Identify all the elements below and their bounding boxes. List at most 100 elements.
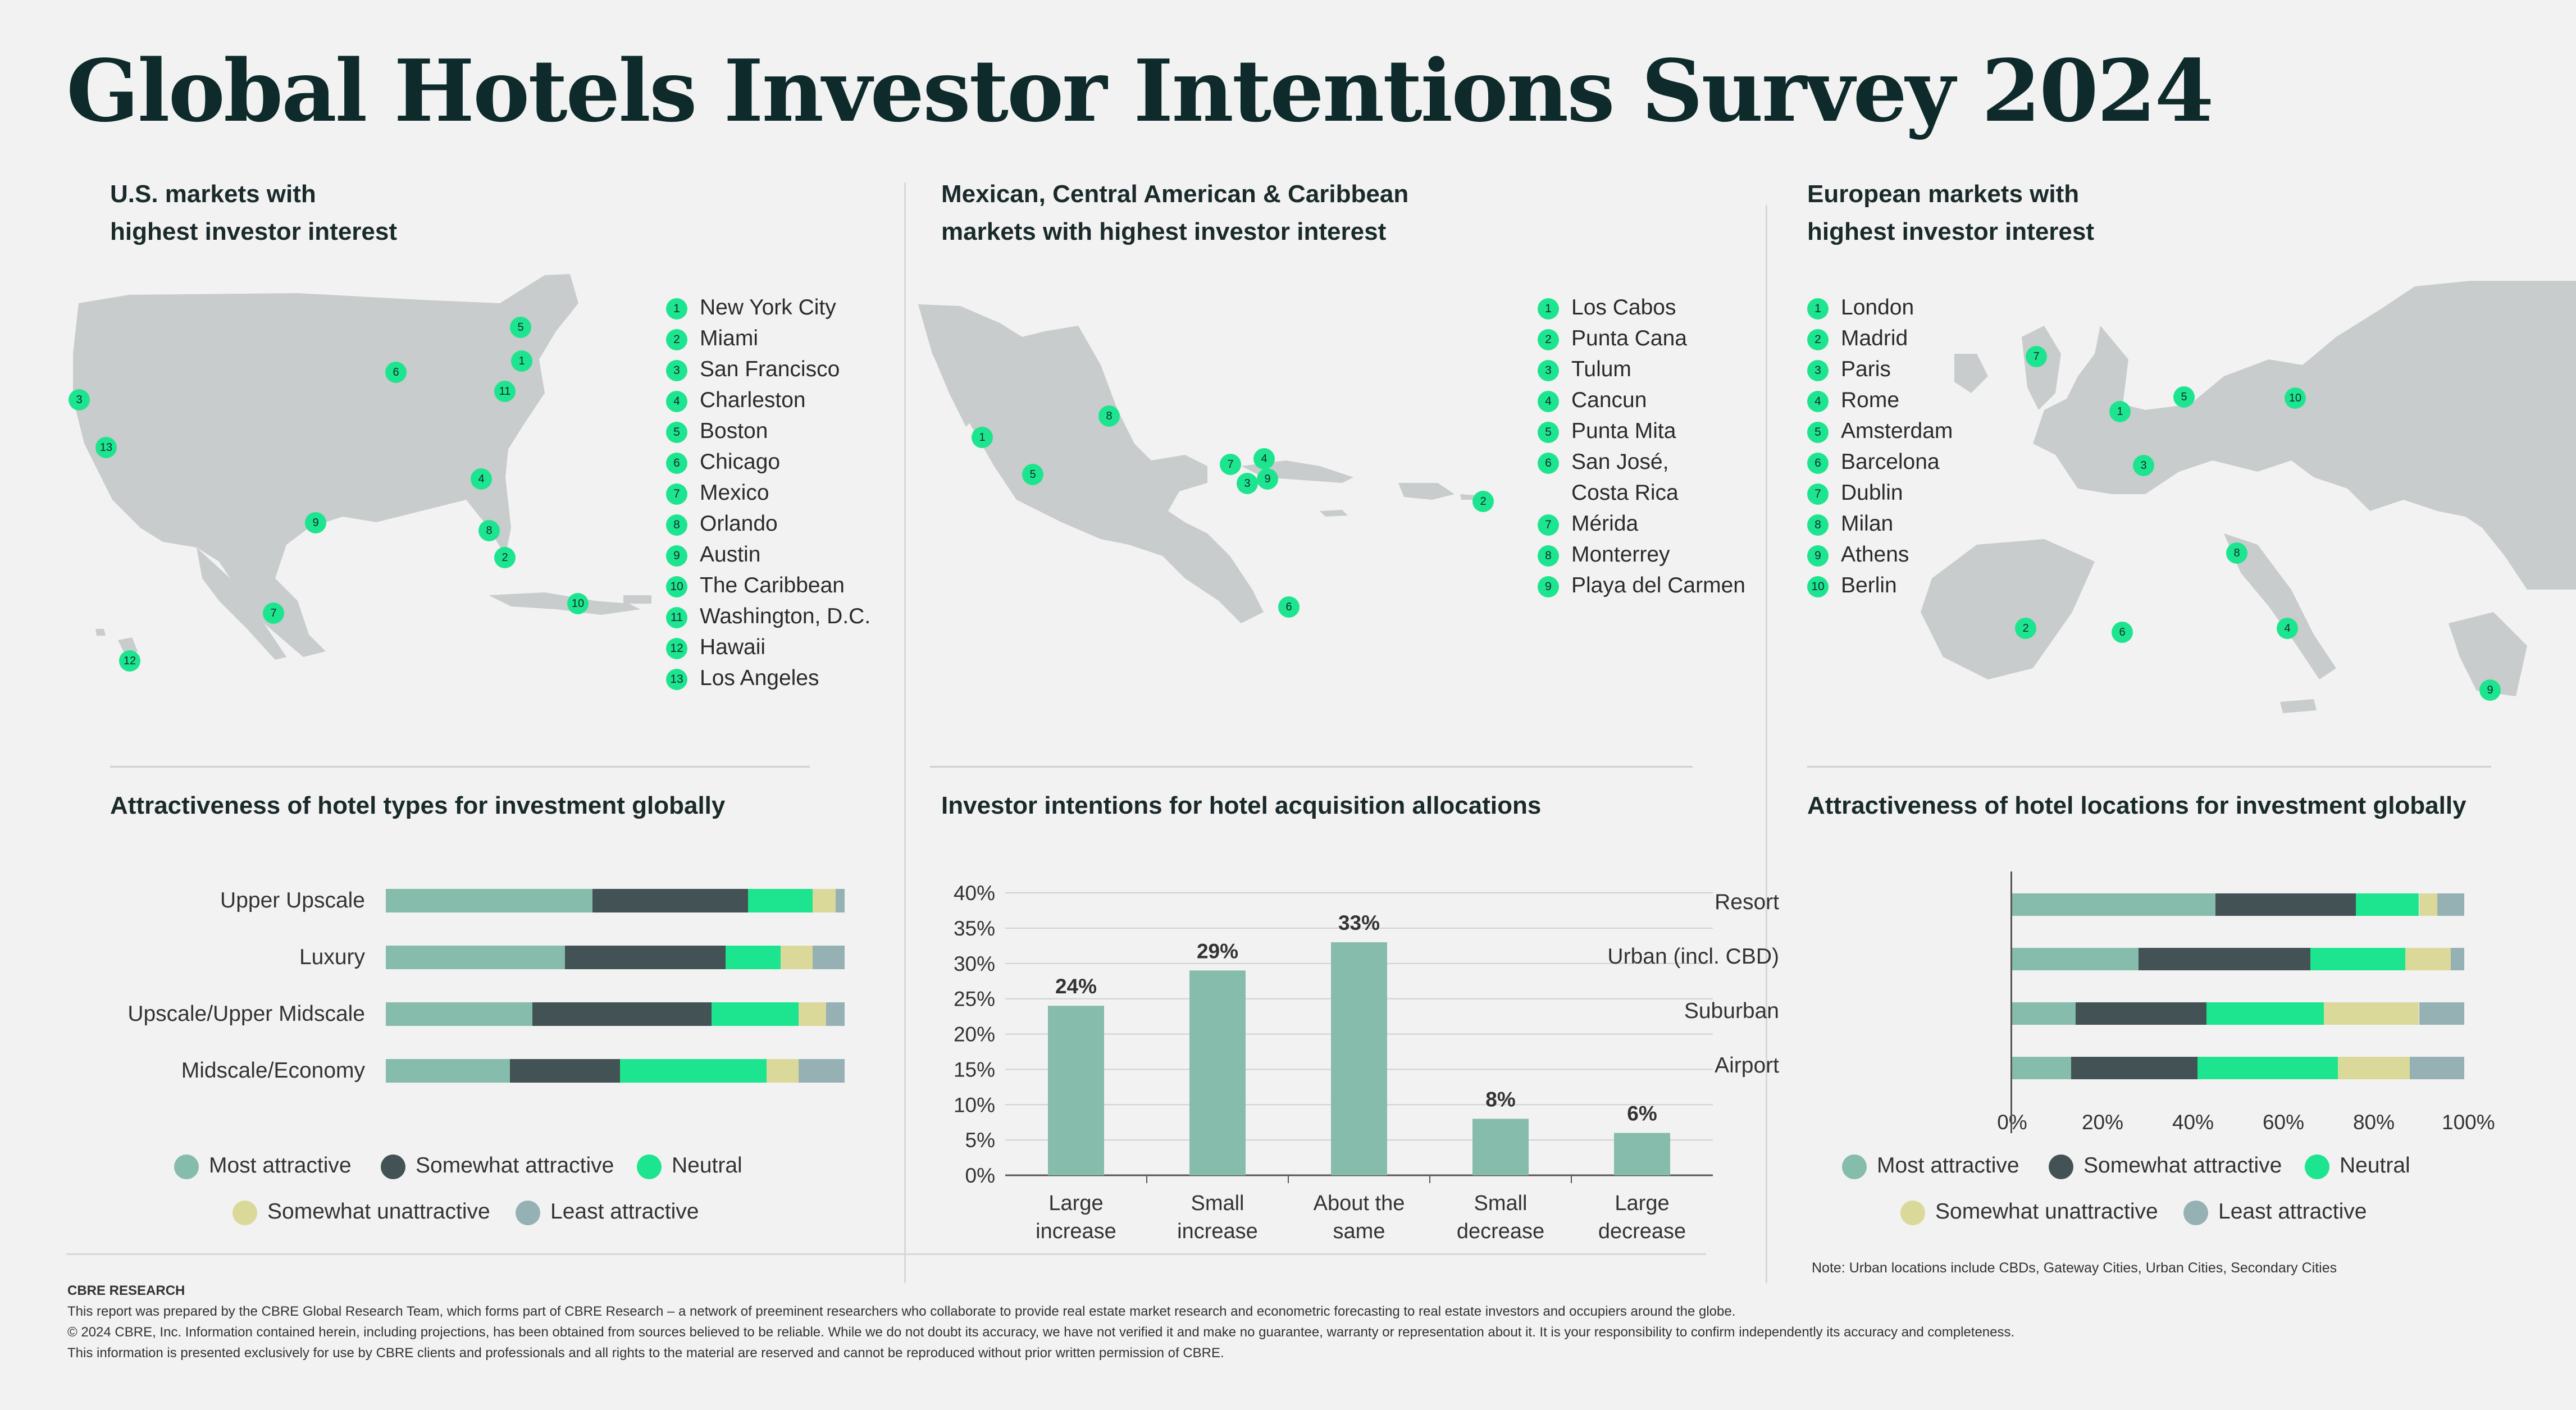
mx-marker-6: 6 <box>1278 596 1300 618</box>
y-tick-label: 30% <box>954 952 995 975</box>
bar <box>1614 1133 1670 1175</box>
chart1-category-label: Midscale/Economy <box>181 1058 365 1083</box>
eu-list-item: 9 Athens <box>1807 542 1909 567</box>
x-category-label: Small <box>1191 1192 1244 1215</box>
chart1-legend-least: Least attractive <box>516 1199 699 1225</box>
mx-heading-line1: Mexican, Central American & Caribbean <box>941 180 1409 208</box>
eu-list-item: 4 Rome <box>1807 388 1899 413</box>
us-marker-12: 12 <box>119 650 140 672</box>
mx-list-item: 2 Punta Cana <box>1538 326 1687 351</box>
eu-list-item: 10 Berlin <box>1807 573 1897 598</box>
us-list-item: 12 Hawaii <box>666 635 765 660</box>
us-list-item: 6 Chicago <box>666 450 780 474</box>
us-marker-2: 2 <box>494 547 516 568</box>
stacked-bar-segment <box>2324 1002 2419 1025</box>
mx-list-item: 4 Cancun <box>1538 388 1647 413</box>
us-list-item: 10 The Caribbean <box>666 573 845 598</box>
legend-swatch <box>2049 1154 2073 1179</box>
chart3-category-label: Suburban <box>1684 999 1779 1023</box>
y-tick-label: 0% <box>965 1164 995 1187</box>
us-list-item: 3 San Francisco <box>666 357 840 382</box>
us-list-item: 9 Austin <box>666 542 760 567</box>
eu-marker-2: 2 <box>2015 618 2036 639</box>
us-marker-3: 3 <box>69 389 90 410</box>
us-marker-9: 9 <box>305 512 326 533</box>
footer-line2: © 2024 CBRE, Inc. Information contained … <box>67 1325 2015 1340</box>
legend-swatch <box>1900 1200 1925 1225</box>
legend-swatch <box>232 1200 257 1225</box>
stacked-bar-segment <box>826 1002 845 1026</box>
bar <box>1331 942 1387 1175</box>
mx-list-item: 8 Monterrey <box>1538 542 1670 567</box>
eu-list-item: 7 Dublin <box>1807 481 1903 505</box>
chart3-title: Attractiveness of hotel locations for in… <box>1807 792 2466 819</box>
stacked-bar-segment <box>532 1002 712 1026</box>
chart3-x-tick-label: 60% <box>2262 1111 2305 1134</box>
mx-list-item: 5 Punta Mita <box>1538 419 1676 444</box>
chart2-title: Investor intentions for hotel acquisitio… <box>941 792 1542 819</box>
legend-swatch <box>1842 1154 1867 1179</box>
us-list-item: 7 Mexico <box>666 481 769 505</box>
chart1-legend-unattractive: Somewhat unattractive <box>232 1199 490 1225</box>
stacked-bar-segment <box>2337 1057 2410 1079</box>
chart3-category-label: Urban (incl. CBD) <box>1607 944 1779 969</box>
stacked-bar-segment <box>2012 1057 2071 1079</box>
column-divider-2 <box>1766 205 1767 1283</box>
mx-marker-1: 1 <box>972 427 993 448</box>
bar-value-label: 29% <box>1197 939 1238 962</box>
eu-list-item: 8 Milan <box>1807 512 1893 536</box>
bar-value-label: 8% <box>1485 1088 1515 1111</box>
chart3-x-tick-label: 80% <box>2352 1111 2395 1134</box>
eu-list-item: 3 Paris <box>1807 357 1891 382</box>
stacked-bar-segment <box>799 1002 827 1026</box>
page-title: Global Hotels Investor Intentions Survey… <box>66 40 2214 141</box>
bar <box>1472 1119 1529 1175</box>
mx-heading: Mexican, Central American & Caribbean ma… <box>941 175 1408 250</box>
mx-marker-4: 4 <box>1253 448 1275 469</box>
chart3-category-label: Airport <box>1715 1053 1779 1078</box>
chart1-legend-neutral: Neutral <box>637 1153 742 1179</box>
eu-marker-9: 9 <box>2479 679 2501 701</box>
y-tick-label: 40% <box>954 882 995 905</box>
mx-marker-2: 2 <box>1472 491 1494 512</box>
stacked-bar-segment <box>748 889 813 912</box>
stacked-bar-segment <box>2310 948 2406 970</box>
chart1-legend-somewhat: Somewhat attractive <box>381 1153 614 1179</box>
eu-list-item: 1 London <box>1807 295 1914 320</box>
us-list-item: 1 New York City <box>666 295 836 320</box>
y-tick-label: 25% <box>954 988 995 1011</box>
footer-brand: CBRE RESEARCH <box>67 1283 185 1298</box>
mx-list-item: 3 Tulum <box>1538 357 1631 382</box>
stacked-bar-segment <box>2071 1057 2198 1079</box>
eu-heading: European markets with highest investor i… <box>1807 175 2094 250</box>
stacked-bar-segment <box>2419 893 2437 916</box>
section-divider-2 <box>930 766 1693 768</box>
mx-marker-3: 3 <box>1237 473 1258 494</box>
column-divider-1 <box>904 182 906 1283</box>
section-divider-1 <box>110 766 810 768</box>
chart3-x-tick-label: 100% <box>2442 1111 2495 1134</box>
x-category-label: decrease <box>1457 1220 1544 1243</box>
y-tick-label: 10% <box>954 1093 995 1116</box>
stacked-bar-segment <box>2139 948 2311 970</box>
bar <box>1189 970 1246 1175</box>
eu-list-item: 5 Amsterdam <box>1807 419 1953 444</box>
chart3-x-tick-label: 40% <box>2172 1111 2214 1134</box>
stacked-bar-segment <box>592 889 749 912</box>
us-list-item: 2 Miami <box>666 326 758 351</box>
stacked-bar-segment <box>812 946 845 969</box>
legend-swatch <box>2183 1200 2208 1225</box>
chart3-legend-least: Least attractive <box>2183 1199 2367 1225</box>
chart1-category-label: Luxury <box>299 945 365 969</box>
eu-marker-5: 5 <box>2173 386 2195 408</box>
eu-marker-3: 3 <box>2133 455 2154 476</box>
legend-swatch <box>381 1154 405 1179</box>
bar <box>1048 1006 1104 1175</box>
us-marker-11: 11 <box>494 381 516 402</box>
chart3-category-label: Resort <box>1715 890 1779 914</box>
chart1-category-label: Upper Upscale <box>220 888 365 912</box>
legend-swatch <box>516 1200 540 1225</box>
us-heading: U.S. markets with highest investor inter… <box>110 175 397 250</box>
mx-map <box>918 304 1477 623</box>
stacked-bar-segment <box>2012 893 2216 916</box>
